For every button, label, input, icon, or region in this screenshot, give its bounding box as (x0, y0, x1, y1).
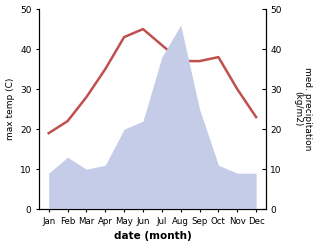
Y-axis label: med. precipitation
(kg/m2): med. precipitation (kg/m2) (293, 67, 313, 151)
X-axis label: date (month): date (month) (114, 231, 191, 242)
Y-axis label: max temp (C): max temp (C) (5, 78, 15, 140)
